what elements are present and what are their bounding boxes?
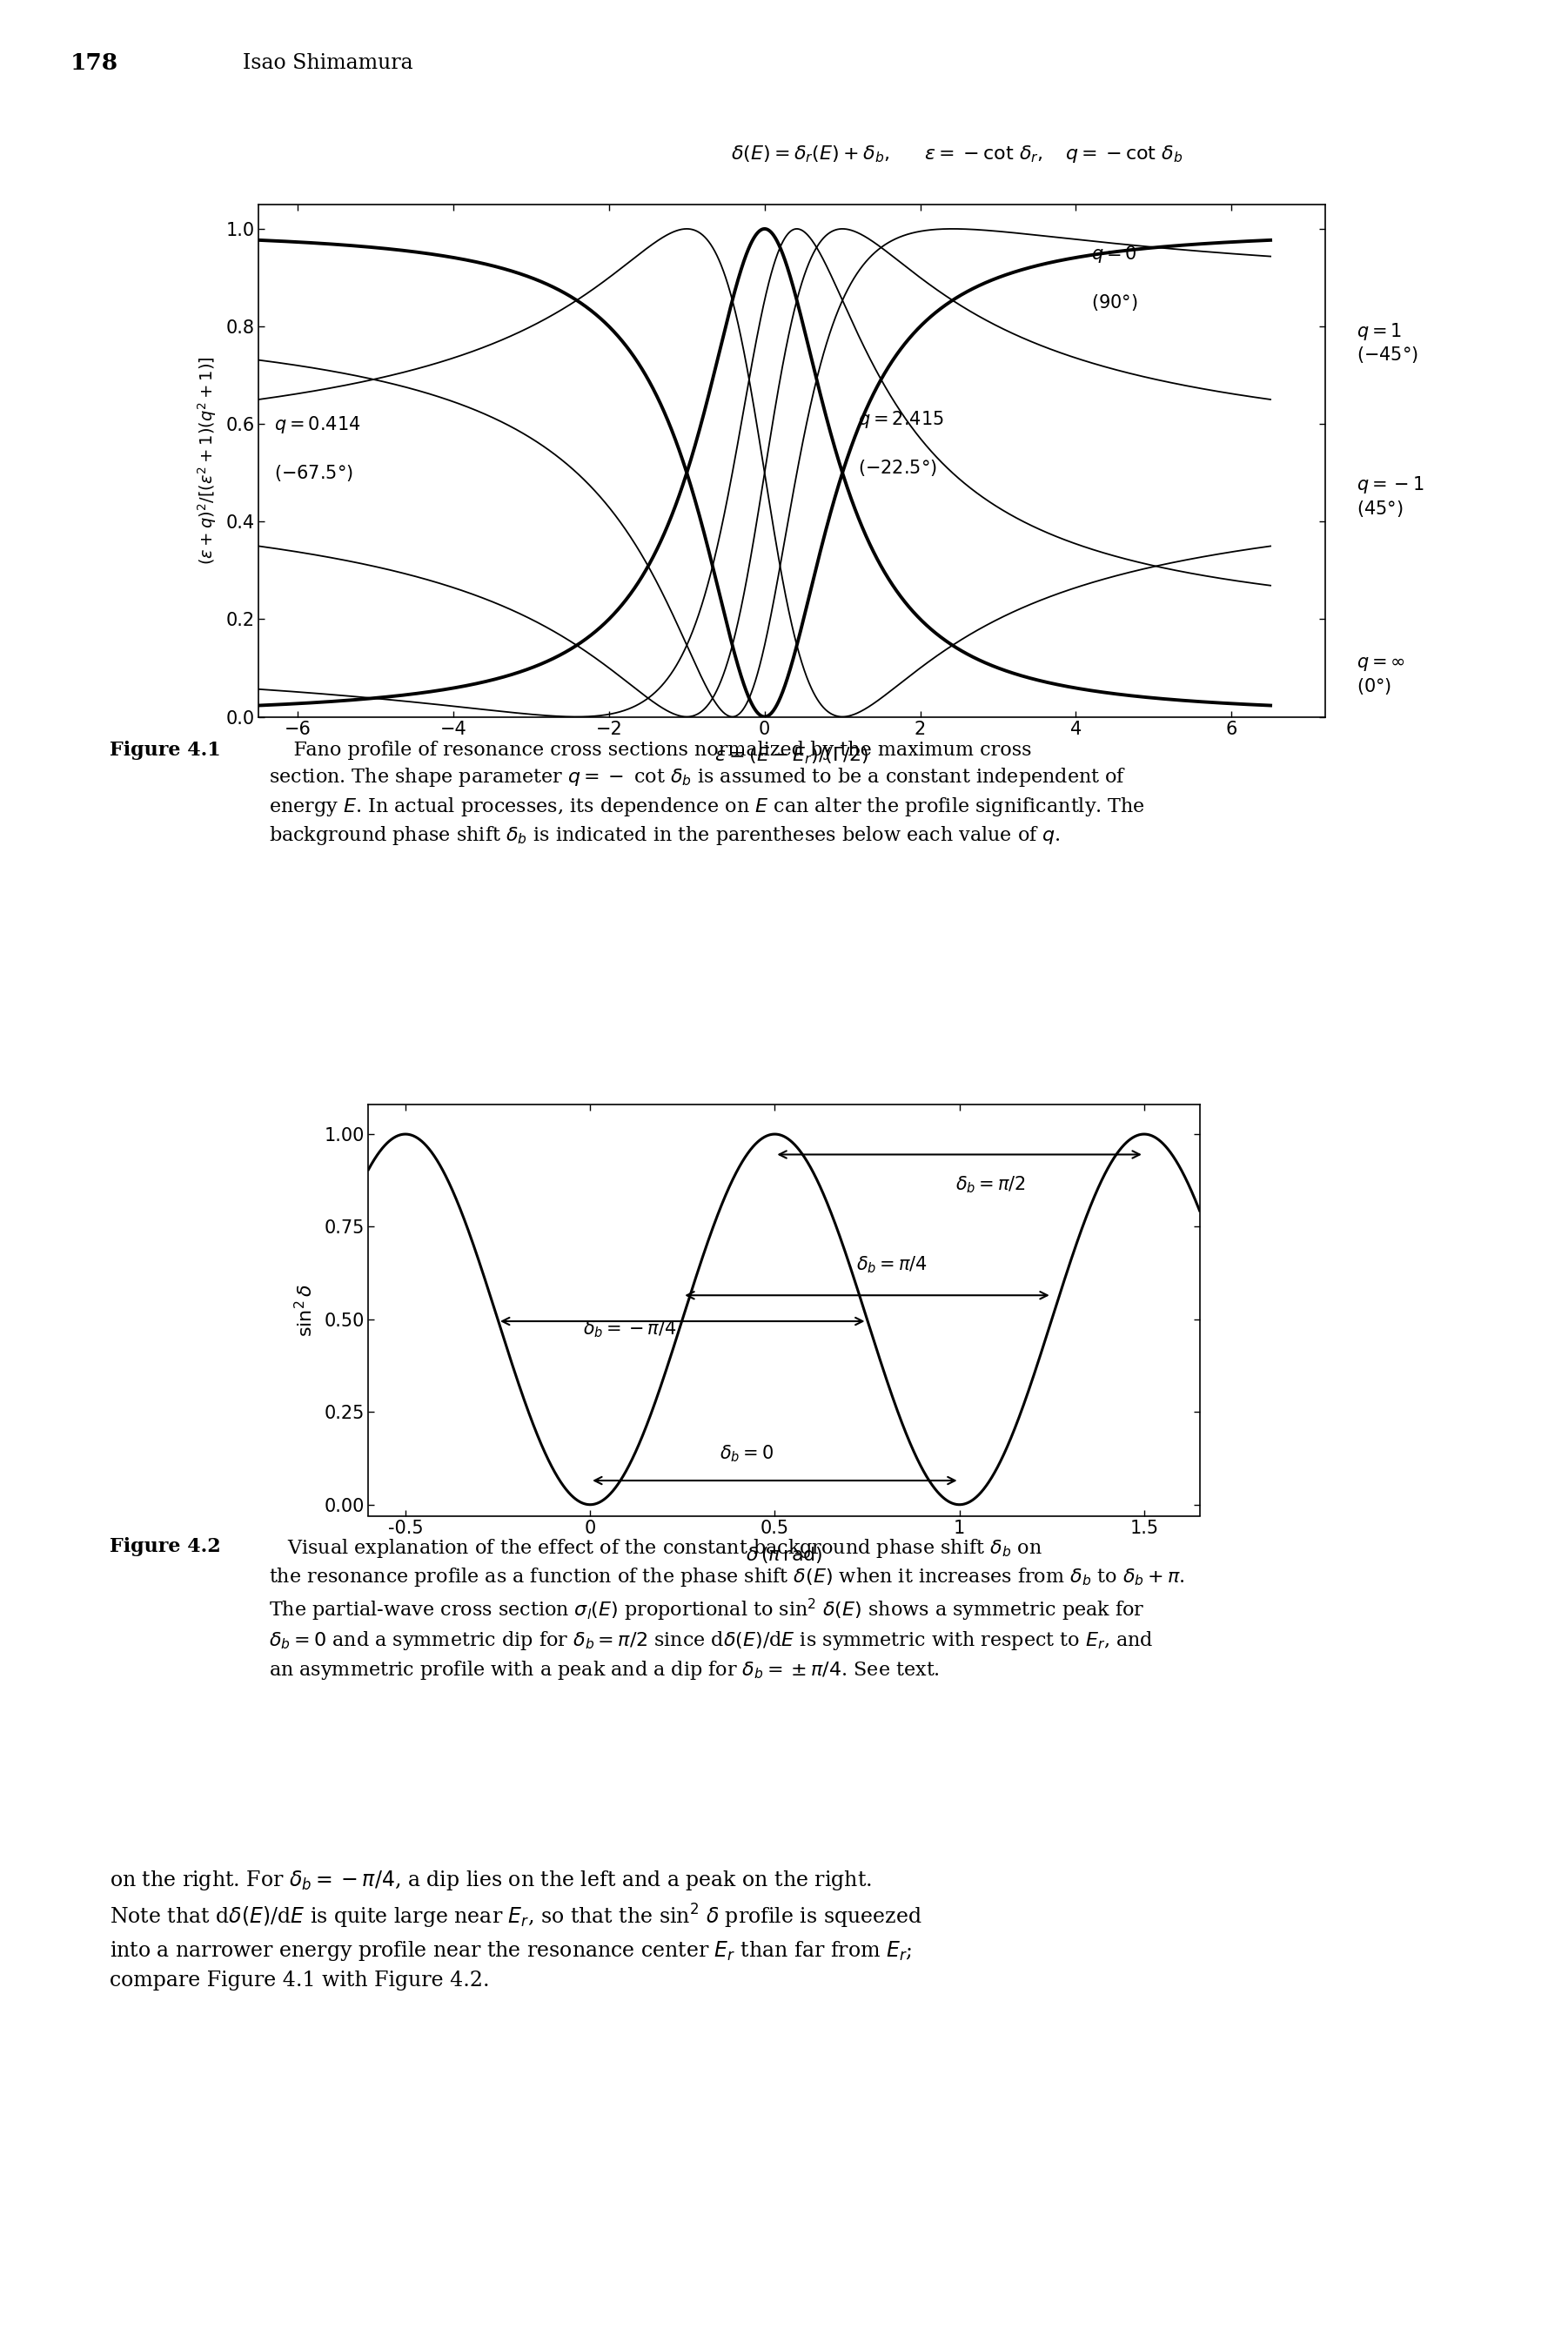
Text: $\delta(E)=\delta_r(E)+\delta_b,$     $\varepsilon=-\cot\,\delta_r,$   $q=-\cot\: $\delta(E)=\delta_r(E)+\delta_b,$ $\vare… (731, 143, 1182, 164)
Text: $q=2.415$: $q=2.415$ (858, 409, 944, 430)
Text: Figure 4.2: Figure 4.2 (110, 1537, 221, 1556)
Text: $(90°)$: $(90°)$ (1091, 291, 1138, 313)
Text: 178: 178 (71, 52, 119, 73)
Text: Visual explanation of the effect of the constant background phase shift $\delta_: Visual explanation of the effect of the … (268, 1537, 1185, 1680)
Y-axis label: $(\varepsilon+q)^2/[(\varepsilon^2+1)(q^2+1)]$: $(\varepsilon+q)^2/[(\varepsilon^2+1)(q^… (196, 357, 218, 564)
Text: on the right. For $\delta_b = -\pi/4$, a dip lies on the left and a peak on the : on the right. For $\delta_b = -\pi/4$, a… (110, 1868, 922, 1990)
Text: $q=\infty$
$(0°)$: $q=\infty$ $(0°)$ (1356, 656, 1405, 696)
Text: $\delta_b=\pi/2$: $\delta_b=\pi/2$ (956, 1175, 1025, 1196)
Text: $q=1$
$(-45°)$: $q=1$ $(-45°)$ (1356, 320, 1419, 364)
Text: $\delta_b=-\pi/4$: $\delta_b=-\pi/4$ (583, 1318, 676, 1339)
X-axis label: $\varepsilon=(E-E_r)/(\Gamma/2)$: $\varepsilon=(E-E_r)/(\Gamma/2)$ (715, 745, 869, 766)
Text: $q=0.414$: $q=0.414$ (274, 414, 361, 435)
X-axis label: $\delta\,(\pi\,\mathrm{rad})$: $\delta\,(\pi\,\mathrm{rad})$ (745, 1544, 823, 1565)
Y-axis label: $\sin^2\delta$: $\sin^2\delta$ (295, 1283, 317, 1337)
Text: Figure 4.1: Figure 4.1 (110, 740, 221, 759)
Text: $(-22.5°)$: $(-22.5°)$ (858, 458, 938, 477)
Text: $\delta_b=\pi/4$: $\delta_b=\pi/4$ (856, 1255, 927, 1276)
Text: $\delta_b=0$: $\delta_b=0$ (720, 1443, 773, 1464)
Text: Fano profile of resonance cross sections normalized by the maximum cross
section: Fano profile of resonance cross sections… (268, 740, 1145, 846)
Text: Isao Shimamura: Isao Shimamura (243, 54, 414, 73)
Text: $q=0$: $q=0$ (1091, 244, 1137, 263)
Text: $(-67.5°)$: $(-67.5°)$ (274, 463, 353, 484)
Text: $q=-1$
$(45°)$: $q=-1$ $(45°)$ (1356, 475, 1425, 519)
